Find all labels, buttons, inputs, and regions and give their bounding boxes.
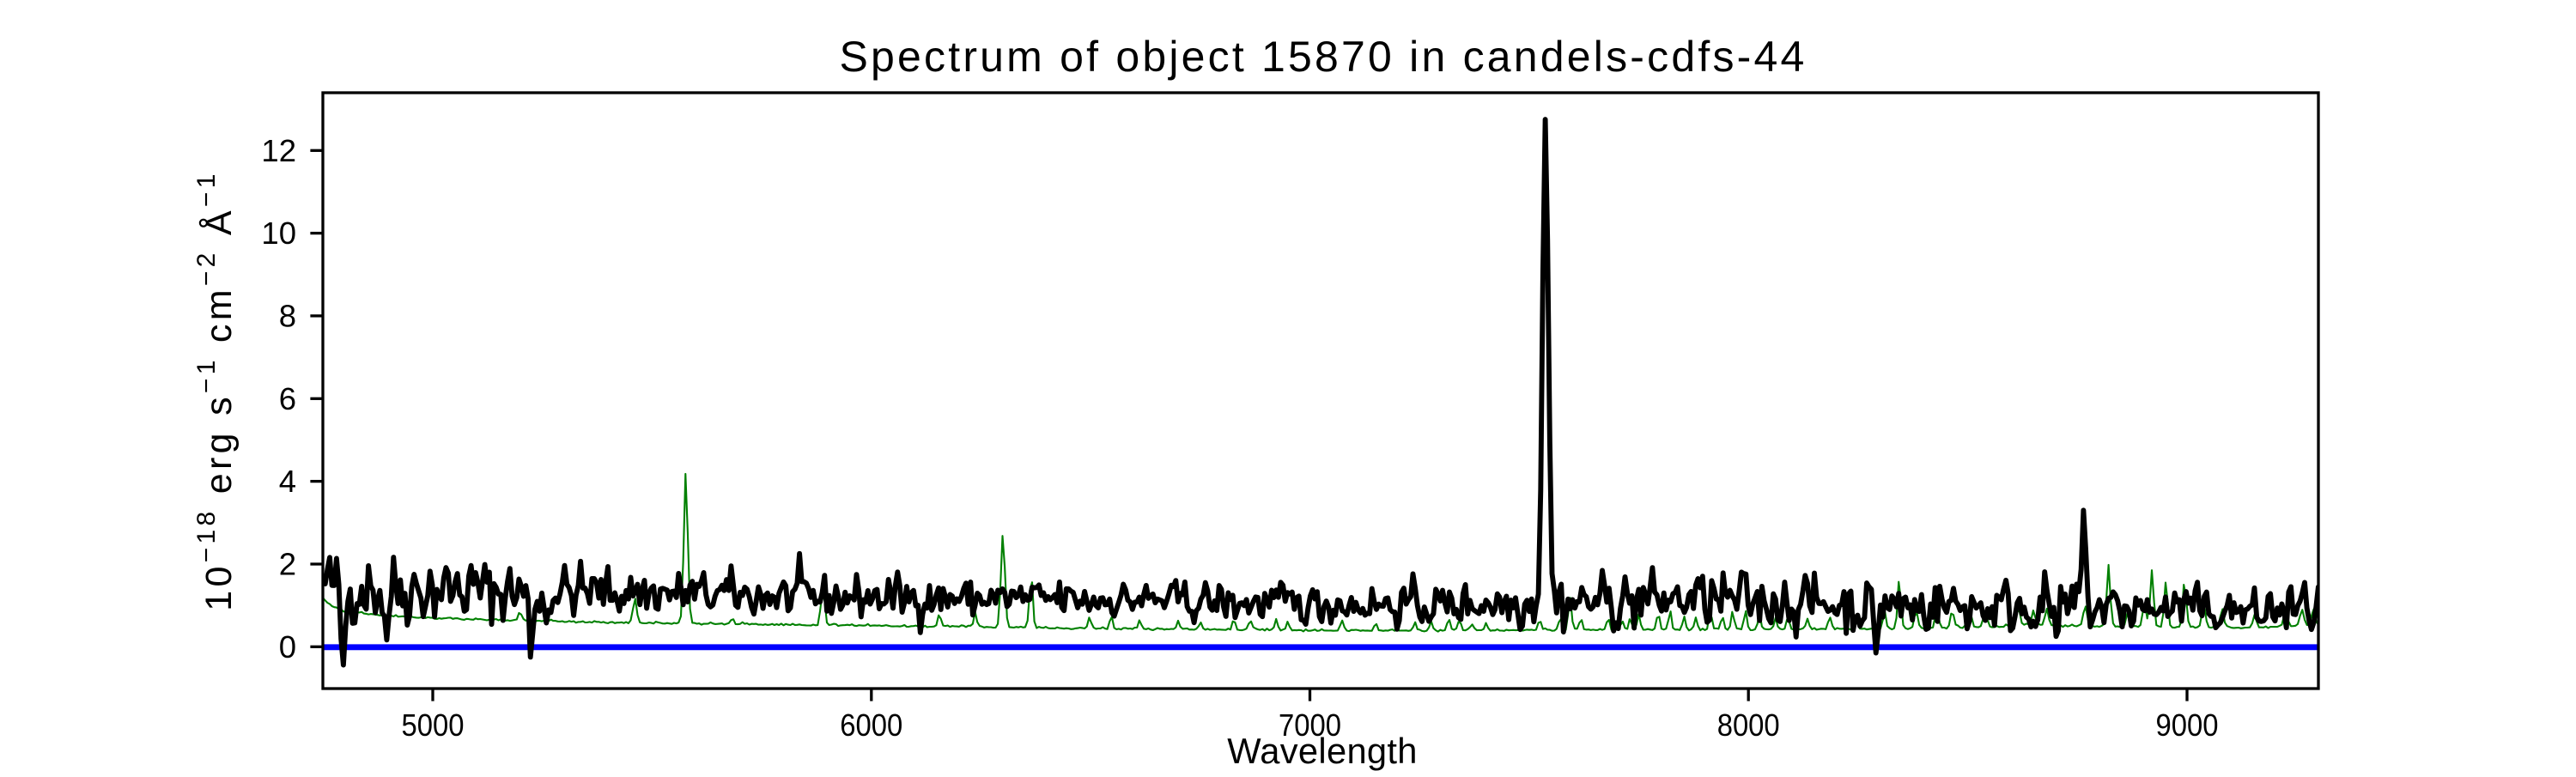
svg-text:6000: 6000 (840, 707, 902, 743)
svg-text:Wavelength: Wavelength (1227, 731, 1418, 771)
svg-text:8000: 8000 (1717, 707, 1780, 743)
svg-text:10: 10 (261, 215, 296, 251)
svg-text:8: 8 (279, 298, 296, 333)
svg-text:Spectrum of object 15870 in ca: Spectrum of object 15870 in candels-cdfs… (839, 33, 1807, 81)
svg-text:0: 0 (279, 629, 296, 665)
svg-text:7000: 7000 (1279, 707, 1341, 743)
svg-text:2: 2 (279, 547, 296, 582)
svg-text:4: 4 (279, 464, 296, 499)
svg-text:6: 6 (279, 381, 296, 416)
svg-text:5000: 5000 (402, 707, 465, 743)
svg-text:12: 12 (261, 133, 296, 168)
svg-text:9000: 9000 (2156, 707, 2219, 743)
